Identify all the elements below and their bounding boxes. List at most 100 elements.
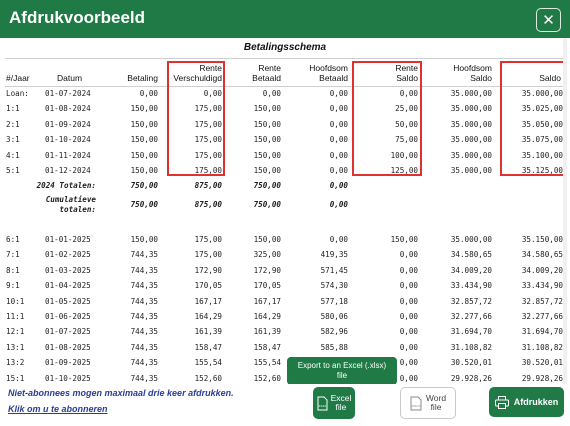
cell-interest-balance: 0,00 xyxy=(399,281,418,291)
cell-date: 01-06-2025 xyxy=(45,312,91,321)
export-excel-button[interactable]: XLSX Excel file xyxy=(313,387,355,419)
cell-principal-balance: 35.000,00 xyxy=(450,166,492,175)
excel-button-label-line1: Excel xyxy=(330,393,352,403)
cell-principal-balance: 29.928,26 xyxy=(450,373,492,383)
cell-principal-paid: 582,96 xyxy=(320,327,348,337)
export-word-button[interactable]: DOCX Word file xyxy=(400,387,456,419)
subscribe-link[interactable]: Klik om u te abonneren xyxy=(8,404,108,414)
cell-date: 01-08-2025 xyxy=(45,342,91,352)
cell-period: 2:1 xyxy=(6,119,20,129)
cell-interest-balance: 0,00 xyxy=(399,89,418,98)
cell-interest-due: 152,60 xyxy=(194,373,222,383)
cell-interest-balance: 0,00 xyxy=(399,312,418,321)
cell-principal-paid: 0,00 xyxy=(329,235,348,244)
cell-interest-balance: 0,00 xyxy=(399,342,418,352)
cell-interest-due: 175,00 xyxy=(194,150,222,160)
cell-interest-paid: 158,47 xyxy=(253,342,281,352)
cell-period: 5:1 xyxy=(6,166,20,175)
tooltip-text-line2: file xyxy=(336,371,348,380)
cell-payment: 150,00 xyxy=(130,150,158,160)
cell-date: 01-03-2025 xyxy=(45,265,91,275)
cell-balance: 33.434,90 xyxy=(521,281,563,291)
cell-principal-paid: 571,45 xyxy=(320,265,348,275)
cell-balance: 31.694,70 xyxy=(521,327,563,337)
cell-interest-due: 175,00 xyxy=(194,119,222,129)
cell-interest-paid: 164,29 xyxy=(253,312,281,321)
cumulative-interest-paid: 750,00 xyxy=(253,200,281,209)
cell-date: 01-07-2025 xyxy=(45,327,91,337)
totals-payment: 750,00 xyxy=(130,181,158,190)
cell-interest-paid: 150,00 xyxy=(253,119,281,129)
col-header-period: #/Jaar xyxy=(6,73,30,83)
close-button[interactable]: ✕ xyxy=(536,8,561,32)
cell-interest-paid: 161,39 xyxy=(253,327,281,337)
cell-principal-paid: 574,30 xyxy=(320,281,348,291)
totals-label: 2024 Totalen: xyxy=(36,181,96,190)
cell-payment: 150,00 xyxy=(130,235,158,244)
cell-balance: 35.050,00 xyxy=(521,119,563,129)
cell-period: 13:2 xyxy=(6,358,25,368)
header-top-rule xyxy=(5,58,565,59)
cell-payment: 744,35 xyxy=(130,296,158,306)
cell-balance: 32.857,72 xyxy=(521,296,563,306)
cell-balance: 32.277,66 xyxy=(521,312,563,321)
cell-interest-balance: 125,00 xyxy=(390,166,418,175)
cell-period: 15:1 xyxy=(6,373,25,383)
preview-content[interactable]: Betalingsschema #/Jaar Datum Betaling Re… xyxy=(0,38,570,384)
cell-interest-paid: 150,00 xyxy=(253,150,281,160)
cell-period: 9:1 xyxy=(6,281,20,291)
cell-date: 01-11-2024 xyxy=(45,150,91,160)
cell-balance: 30.520,01 xyxy=(521,358,563,368)
col-header-balance: Saldo xyxy=(539,73,561,83)
col-header-interest-paid: Rente Betaald xyxy=(252,63,281,83)
cell-payment: 150,00 xyxy=(130,135,158,145)
cell-date: 01-10-2025 xyxy=(45,373,91,383)
print-button[interactable]: Afdrukken xyxy=(489,387,564,417)
cell-principal-balance: 35.000,00 xyxy=(450,89,492,98)
cell-balance: 35.125,00 xyxy=(521,166,563,175)
cell-interest-due: 161,39 xyxy=(194,327,222,337)
cell-payment: 744,35 xyxy=(130,327,158,337)
cumulative-payment: 750,00 xyxy=(130,200,158,209)
word-button-label-line2: file xyxy=(430,402,442,412)
printer-icon xyxy=(494,395,509,409)
cell-interest-balance: 0,00 xyxy=(399,250,418,260)
cell-date: 01-10-2024 xyxy=(45,135,91,145)
excel-export-tooltip: Export to an Excel (.xlsx) file xyxy=(287,357,397,390)
cell-interest-paid: 150,00 xyxy=(253,166,281,175)
totals-principal-paid: 0,00 xyxy=(329,181,348,190)
cell-balance: 35.075,00 xyxy=(521,135,563,145)
cell-principal-balance: 35.000,00 xyxy=(450,119,492,129)
cell-balance: 29.928,26 xyxy=(521,373,563,383)
cell-balance: 34.580,65 xyxy=(521,250,563,260)
cell-principal-balance: 32.857,72 xyxy=(450,296,492,306)
print-button-label: Afdrukken xyxy=(513,397,559,407)
schedule-title: Betalingsschema xyxy=(243,42,327,53)
cell-interest-balance: 150,00 xyxy=(390,235,418,244)
cumulative-interest-due: 875,00 xyxy=(194,200,222,209)
cell-interest-due: 158,47 xyxy=(194,342,222,352)
cell-principal-balance: 30.520,01 xyxy=(450,358,492,368)
cell-principal-balance: 32.277,66 xyxy=(450,312,492,321)
cell-date: 01-05-2025 xyxy=(45,296,91,306)
cell-principal-balance: 35.000,00 xyxy=(450,235,492,244)
cell-interest-balance: 100,00 xyxy=(390,150,418,160)
col-header-principal-balance: Hoofdsom Saldo xyxy=(453,63,492,83)
cell-principal-balance: 31.694,70 xyxy=(450,327,492,337)
tooltip-text-line1: Export to an Excel (.xlsx) xyxy=(297,361,387,370)
cell-date: 01-09-2025 xyxy=(45,358,91,368)
cell-period: 12:1 xyxy=(6,327,25,337)
vertical-scrollbar[interactable] xyxy=(563,38,567,384)
cell-period: 4:1 xyxy=(6,150,20,160)
cell-principal-balance: 31.108,82 xyxy=(450,342,492,352)
cell-interest-balance: 75,00 xyxy=(395,135,418,145)
cell-period: 7:1 xyxy=(6,250,20,260)
cell-interest-paid: 150,00 xyxy=(253,235,281,244)
cell-interest-due: 164,29 xyxy=(194,312,222,321)
cell-interest-paid: 150,00 xyxy=(253,135,281,145)
cell-balance: 35.100,00 xyxy=(521,150,563,160)
cell-principal-balance: 34.009,20 xyxy=(450,265,492,275)
cell-interest-balance: 0,00 xyxy=(399,373,418,383)
dialog-title: Afdrukvoorbeeld xyxy=(9,8,146,27)
word-file-icon: DOCX xyxy=(410,396,422,410)
